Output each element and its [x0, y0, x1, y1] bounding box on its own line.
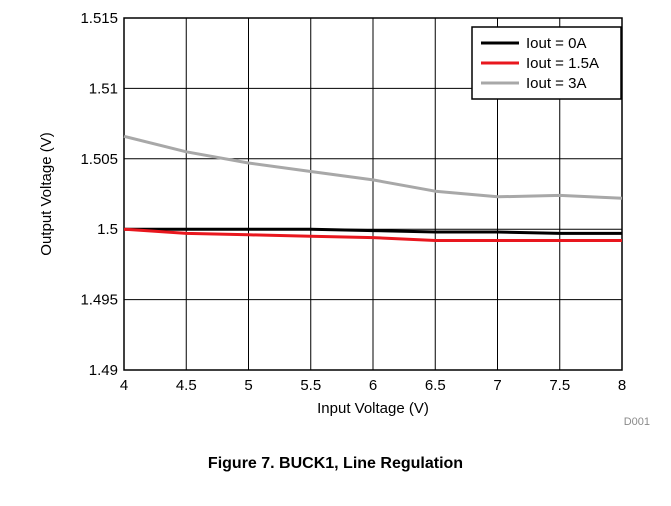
y-axis-label: Output Voltage (V) — [38, 132, 55, 255]
y-tick-label: 1.505 — [80, 151, 118, 168]
x-tick-label: 4.5 — [176, 377, 197, 394]
figure-caption: Figure 7. BUCK1, Line Regulation — [207, 455, 464, 472]
legend-label-0: Iout = 0A — [526, 35, 586, 52]
series-line-2 — [123, 134, 623, 200]
legend-label-1: Iout = 1.5A — [526, 55, 599, 72]
line-chart: 4 4.5 5 5.5 6 6.5 7 7.5 8 1.49 1.495 1.5 1.505 1.51 1.… — [38, 10, 650, 428]
series-line-0 — [124, 227, 622, 235]
figure-code: D001 — [624, 416, 650, 428]
plot-area-frame — [123, 17, 623, 371]
x-tick-label: 8 — [618, 377, 626, 394]
y-tick-label: 1.495 — [80, 292, 118, 309]
series-line-1 — [123, 227, 622, 242]
y-tick-label: 1.5 — [97, 221, 118, 238]
x-tick-label: 4 — [120, 377, 128, 394]
y-tick-label: 1.49 — [89, 362, 118, 379]
x-axis-label: Input Voltage (V) — [317, 400, 429, 417]
y-tick-label: 1.51 — [89, 80, 118, 97]
x-tick-label: 6 — [369, 377, 377, 394]
x-tick-label: 5 — [244, 377, 252, 394]
x-tick-label: 5.5 — [300, 377, 321, 394]
x-tick-label: 6.5 — [425, 377, 446, 394]
y-tick-label: 1.515 — [80, 10, 118, 27]
x-tick-label: 7 — [493, 377, 501, 394]
legend-label-2: Iout = 3A — [526, 75, 586, 92]
x-tick-label: 7.5 — [549, 377, 570, 394]
